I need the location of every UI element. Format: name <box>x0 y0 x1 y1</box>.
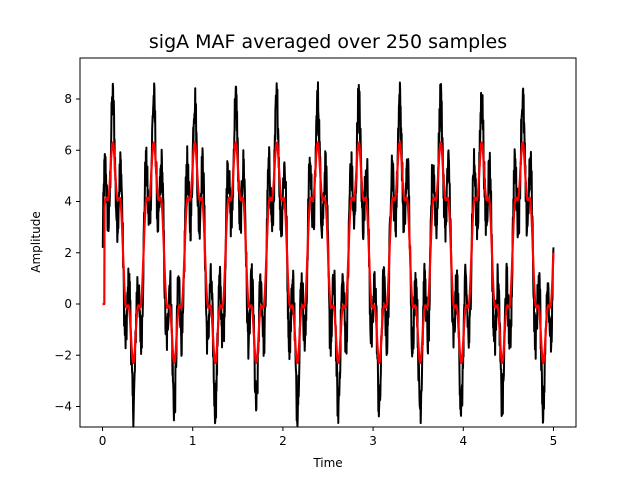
y-tick-label: −4 <box>54 400 72 414</box>
chart-title: sigA MAF averaged over 250 samples <box>149 31 507 53</box>
x-tick-label: 5 <box>550 434 558 448</box>
x-axis: 0 1 2 3 4 5 <box>99 427 558 448</box>
y-axis: −4 −2 0 2 4 6 8 <box>54 92 80 414</box>
y-tick-label: 6 <box>64 143 72 157</box>
x-tick-label: 0 <box>99 434 107 448</box>
x-tick-label: 1 <box>189 434 197 448</box>
series-line-maf <box>101 141 555 365</box>
y-tick-label: −2 <box>54 348 72 362</box>
x-tick-label: 4 <box>459 434 467 448</box>
y-tick-label: 2 <box>64 246 72 260</box>
series-layer <box>101 81 555 428</box>
y-tick-label: 0 <box>64 297 72 311</box>
x-tick-label: 3 <box>369 434 377 448</box>
y-axis-label: Amplitude <box>29 211 43 273</box>
y-tick-label: 4 <box>64 195 72 209</box>
plot-frame <box>79 57 577 428</box>
y-tick-label: 8 <box>64 92 72 106</box>
x-tick-label: 2 <box>279 434 287 448</box>
x-axis-label: Time <box>312 456 342 470</box>
